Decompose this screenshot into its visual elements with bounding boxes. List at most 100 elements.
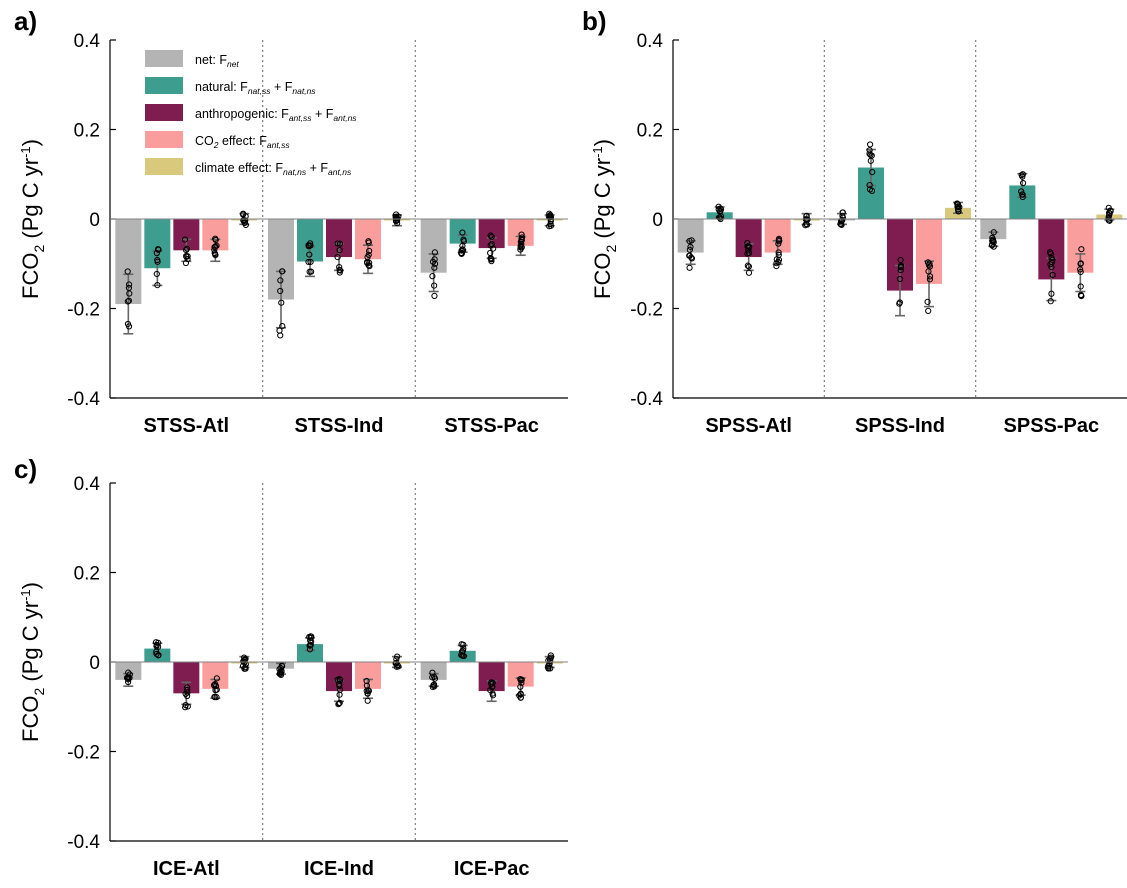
sample-marker [1019,171,1026,178]
bar-net-ice-atl [115,662,142,680]
sample-marker [926,263,934,270]
sample-marker [125,297,132,304]
sample-marker [869,169,876,176]
chart-panel-3: c) -0.4 -0.2 0 0.2 0.4 FCO2 (Pg C yr-1) ICE-Atl… [14,454,568,880]
sample-marker [307,637,314,644]
sample-marker [897,267,904,274]
legend-entry-natural: natural: Fnat,ss + Fnat,ns [195,80,316,96]
bar-natural-ice-ind [297,644,323,662]
legend-swatch-net [145,50,183,67]
sample-marker [431,256,438,263]
y-tick-label: 0.2 [74,564,100,585]
sample-marker [336,240,344,247]
sample-marker [745,263,753,270]
sample-marker [337,267,344,274]
sample-marker [365,687,373,694]
sample-marker [431,260,439,267]
sample-marker [459,229,466,236]
sample-marker [183,245,191,252]
x-category-label: ICE-Pac [454,858,530,880]
sample-marker [277,664,284,672]
sample-marker [431,292,438,300]
sample-marker [153,650,160,658]
sample-marker [212,236,219,244]
sample-marker [279,322,286,330]
sample-marker [489,692,497,699]
y-tick-label: 0.4 [637,31,664,52]
sample-marker [1077,266,1084,273]
sample-marker [458,648,466,655]
sample-marker [488,233,495,240]
sample-marker [125,284,133,292]
legend: net: Fnet natural: Fnat,ss + Fnat,ns anthr… [145,50,357,177]
sample-marker [866,181,873,189]
sample-marker [546,660,553,668]
sample-marker [896,275,904,283]
legend-entry-net: net: Fnet [195,53,239,69]
sample-marker [278,299,285,306]
y-axis-label: FCO2 (Pg C yr-1) [18,582,47,742]
sample-marker [775,238,783,245]
sample-marker [459,652,466,659]
sample-marker [393,663,400,670]
sample-marker [429,273,436,280]
sample-marker [306,268,313,275]
sample-marker [306,646,314,653]
y-tick-label: 0 [89,653,100,674]
panel-label: c) [14,454,37,484]
x-category-label: SPSS-Atl [705,415,792,437]
sample-marker [688,254,695,261]
sample-marker [838,221,845,228]
sample-marker [487,232,494,239]
bar-net-ice-pac [420,662,447,680]
sample-marker [1019,173,1026,180]
x-category-label: ICE-Ind [304,858,374,880]
sample-marker [1018,188,1025,195]
sample-marker [460,236,467,243]
sample-marker [686,252,693,259]
sample-marker [1105,213,1112,221]
sample-marker [365,251,372,258]
sample-marker [745,247,752,254]
y-tick-label: -0.2 [67,300,100,321]
sample-marker [211,693,218,700]
sample-marker [125,281,133,288]
y-axis-label: FCO2 (Pg C yr-1) [18,139,47,299]
sample-marker [488,680,495,688]
sample-marker [336,691,343,698]
sample-marker [337,676,344,684]
sample-marker [1047,298,1054,305]
sample-marker [460,645,467,652]
y-tick-label: -0.4 [67,832,100,853]
sample-marker [154,282,161,289]
sample-marker [745,269,753,276]
sample-marker [431,264,438,271]
sample-marker [336,699,343,706]
sample-marker [212,251,219,259]
sample-marker [335,701,342,708]
sample-marker [183,686,191,694]
sample-marker [334,240,341,247]
y-tick-label: 0.4 [74,474,101,495]
sample-marker [487,249,494,257]
sample-marker [717,205,724,212]
sample-marker [154,258,161,265]
sample-marker [866,186,874,193]
sample-marker [125,678,132,686]
sample-marker [516,692,523,699]
sample-marker [431,675,439,682]
sample-marker [1105,217,1112,224]
sample-marker [152,639,160,646]
sample-marker [955,203,962,210]
y-tick-label: 0.2 [637,121,663,142]
sample-marker [184,255,191,263]
legend-entry-climate: climate effect: Fnat,ns + Fant,ns [195,161,352,177]
sample-marker [547,665,554,672]
sample-marker [430,682,437,689]
sample-marker [773,256,780,263]
sample-marker [241,219,248,227]
sample-marker [1019,193,1026,201]
sample-marker [363,682,371,689]
sample-marker [336,700,343,707]
legend-entry-anthropogenic: anthropogenic: Fant,ss + Fant,ns [195,107,357,123]
